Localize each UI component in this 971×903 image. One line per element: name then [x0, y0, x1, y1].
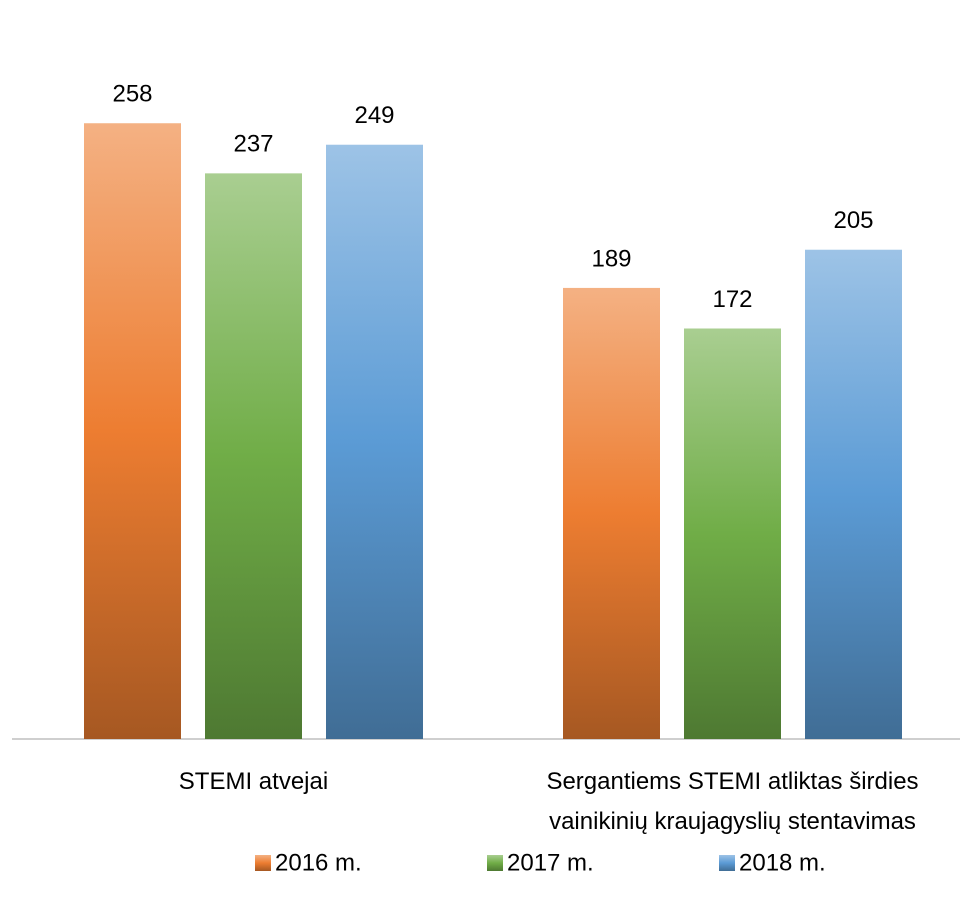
bar — [684, 328, 781, 739]
bar — [326, 144, 423, 740]
data-label: 172 — [712, 286, 752, 313]
data-label: 249 — [354, 102, 394, 129]
data-label: 237 — [233, 131, 273, 158]
x-tick-label: STEMI atvejai — [178, 768, 329, 795]
bar — [84, 123, 181, 740]
bar — [205, 173, 302, 740]
legend-label: 2016 m. — [275, 849, 362, 876]
legend-label: 2018 m. — [739, 849, 826, 876]
bar — [805, 249, 902, 739]
legend-swatch — [719, 855, 735, 871]
data-label: 189 — [591, 245, 631, 272]
bar — [563, 287, 660, 739]
x-tick-label: Sergantiems STEMI atliktas širdies vaini… — [546, 768, 919, 835]
legend-swatch — [255, 855, 271, 871]
data-label: 205 — [833, 207, 873, 234]
data-label: 258 — [112, 81, 152, 108]
legend-swatch — [487, 855, 503, 871]
legend-label: 2017 m. — [507, 849, 594, 876]
